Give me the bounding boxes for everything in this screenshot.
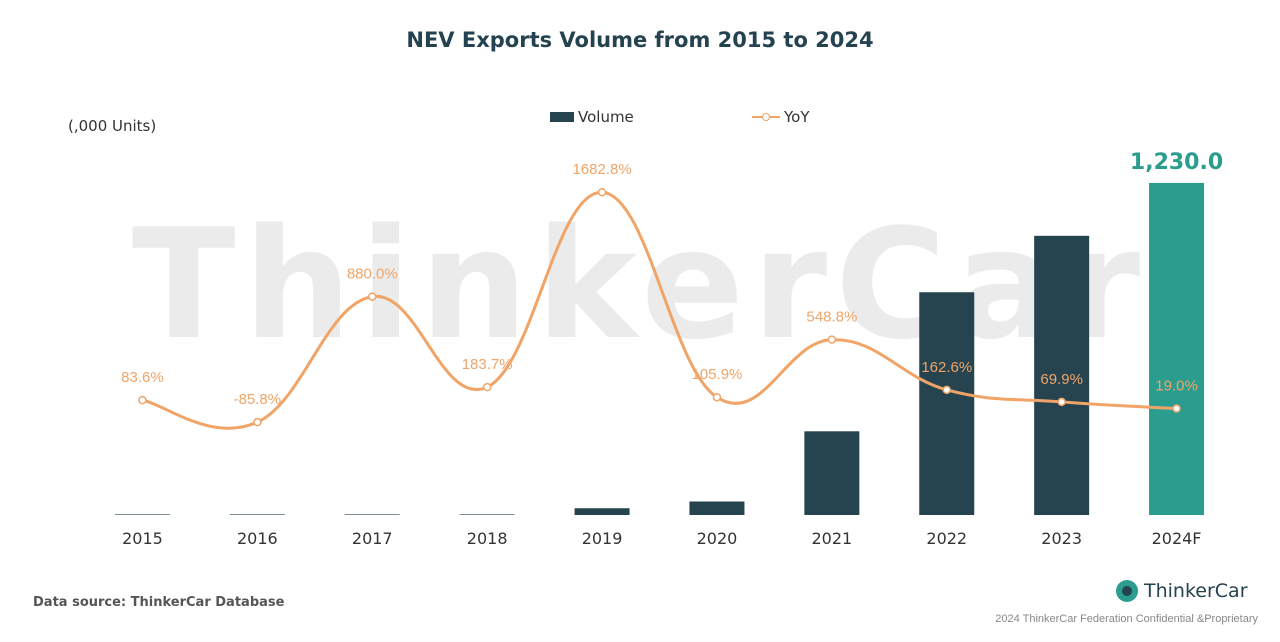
yoy-label-2023: 69.9%: [1040, 371, 1083, 388]
yoy-label-2021: 548.8%: [806, 309, 857, 326]
yoy-point-2021: [827, 335, 837, 344]
yoy-label-2017: 880.0%: [347, 266, 398, 283]
yoy-point-2024F: [1172, 404, 1181, 413]
bar-2019: [574, 508, 630, 515]
data-source: Data source: ThinkerCar Database: [33, 595, 285, 610]
yoy-point-2016: [253, 417, 262, 427]
bar-2023: [1034, 235, 1090, 515]
legend-volume-swatch: [550, 112, 574, 122]
legend-yoy: YoY: [752, 108, 810, 126]
yoy-point-2018: [482, 382, 492, 392]
x-tick-2021: 2021: [811, 529, 852, 548]
legend-yoy-swatch: [752, 112, 780, 122]
bar-2016: [229, 514, 285, 515]
x-tick-2023: 2023: [1041, 529, 1082, 548]
bar-2018: [459, 514, 515, 515]
unit-label: (,000 Units): [68, 117, 157, 135]
legend-volume: Volume: [550, 108, 634, 126]
yoy-line: [142, 190, 1177, 430]
x-tick-2019: 2019: [582, 529, 623, 548]
bar-2024F: [1149, 182, 1205, 515]
brand-name: ThinkerCar: [1144, 580, 1248, 602]
yoy-label-2020: 105.9%: [692, 366, 743, 383]
x-tick-2017: 2017: [352, 529, 393, 548]
yoy-point-2019: [597, 187, 607, 197]
yoy-label-2016: -85.8%: [234, 391, 282, 408]
yoy-label-2024F: 19.0%: [1155, 378, 1198, 395]
bar-2022: [919, 292, 975, 515]
x-tick-2020: 2020: [697, 529, 738, 548]
x-tick-2022: 2022: [926, 529, 967, 548]
x-tick-2018: 2018: [467, 529, 508, 548]
bar-2020: [689, 501, 745, 515]
legend-volume-label: Volume: [578, 108, 634, 126]
yoy-label-2015: 83.6%: [121, 369, 164, 386]
bar-label-2024F: 1,230.0: [1130, 150, 1223, 175]
copyright: 2024 ThinkerCar Federation Confidential …: [995, 613, 1258, 625]
legend-yoy-label: YoY: [784, 108, 810, 126]
yoy-label-2018: 183.7%: [462, 356, 513, 373]
yoy-label-2019: 1682.8%: [572, 161, 631, 178]
x-tick-2015: 2015: [122, 529, 163, 548]
yoy-point-2022: [942, 385, 951, 395]
yoy-label-2022: 162.6%: [921, 359, 972, 376]
yoy-point-2023: [1057, 397, 1066, 407]
bar-2017: [344, 514, 400, 515]
yoy-point-2017: [368, 292, 377, 301]
yoy-point-2015: [138, 395, 147, 405]
x-tick-2024F: 2024F: [1152, 529, 1202, 548]
brand-logo: ThinkerCar: [1116, 580, 1248, 602]
bar-2015: [114, 514, 170, 515]
x-tick-2016: 2016: [237, 529, 278, 548]
brand-icon: [1116, 580, 1138, 602]
chart-title: NEV Exports Volume from 2015 to 2024: [406, 28, 874, 52]
bar-2021: [804, 431, 860, 515]
yoy-point-2020: [712, 392, 722, 402]
